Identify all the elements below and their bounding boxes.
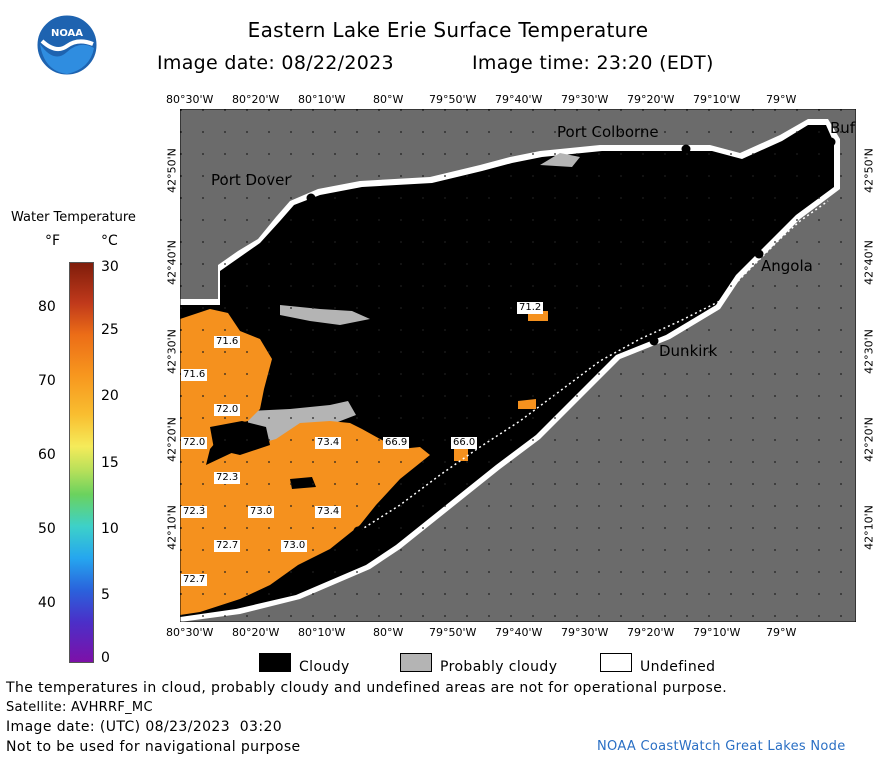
temperature-label: 72.0 — [181, 437, 208, 449]
footer-image-date-utc: Image date: (UTC) 08/23/2023 03:20 — [6, 719, 283, 735]
city-label-buffalo: Buf — [830, 119, 856, 137]
right-tick: 42°10'N — [862, 505, 876, 550]
legend-c-label: 20 — [101, 388, 119, 404]
temperature-label: 73.0 — [248, 506, 275, 518]
legend-f-label: 80 — [38, 299, 56, 315]
legend-f-label: 70 — [38, 373, 56, 389]
top-tick: 79°W — [766, 93, 797, 106]
legend-c-label: 0 — [101, 650, 110, 666]
left-tick: 42°20'N — [165, 417, 179, 462]
footer-note: The temperatures in cloud, probably clou… — [6, 680, 728, 696]
noaa-logo-text: NOAA — [50, 28, 84, 39]
erie-marker — [353, 526, 363, 536]
legend-f-label: 50 — [38, 521, 56, 537]
lake-map — [180, 109, 856, 622]
temperature-label: 72.0 — [214, 404, 241, 416]
temperature-label: 72.7 — [214, 540, 241, 552]
left-tick: 42°40'N — [165, 240, 179, 285]
top-tick: 79°40'W — [495, 93, 543, 106]
temperature-color-scale — [69, 262, 94, 663]
top-tick: 80°W — [373, 93, 404, 106]
right-tick: 42°40'N — [862, 240, 876, 285]
legend-c-label: 15 — [101, 455, 119, 471]
city-label-port-dover: Port Dover — [211, 171, 291, 189]
bottom-tick: 79°30'W — [561, 626, 609, 639]
legend-title: Water Temperature — [11, 210, 136, 225]
top-tick: 80°30'W — [166, 93, 214, 106]
temperature-label: 71.6 — [214, 336, 241, 348]
key-probably-cloudy-label: Probably cloudy — [440, 659, 558, 675]
bottom-tick: 79°10'W — [693, 626, 741, 639]
footer-nav-warning: Not to be used for navigational purpose — [6, 739, 301, 755]
temperature-label: 73.4 — [315, 437, 342, 449]
legend-unit-f: °F — [45, 233, 61, 249]
right-tick: 42°30'N — [862, 329, 876, 374]
port-dover-marker — [306, 193, 316, 203]
bottom-tick: 80°20'W — [232, 626, 280, 639]
top-tick: 80°10'W — [298, 93, 346, 106]
temperature-label: 71.2 — [517, 302, 544, 314]
bottom-tick: 79°50'W — [429, 626, 477, 639]
dunkirk-marker — [649, 336, 659, 346]
bottom-tick: 79°20'W — [627, 626, 675, 639]
footer-satellite: Satellite: AVHRRF_MC — [6, 700, 153, 715]
right-tick: 42°20'N — [862, 417, 876, 462]
legend-f-label: 40 — [38, 595, 56, 611]
page-title: Eastern Lake Erie Surface Temperature — [247, 18, 649, 42]
top-tick: 79°50'W — [429, 93, 477, 106]
key-cloudy-label: Cloudy — [299, 659, 350, 675]
city-label-port-colborne: Port Colborne — [557, 123, 659, 141]
temperature-label: 73.4 — [315, 506, 342, 518]
graticule — [180, 109, 856, 622]
key-undefined-label: Undefined — [640, 659, 716, 675]
image-date: Image date: 08/22/2023 — [157, 52, 394, 74]
left-tick: 42°10'N — [165, 505, 179, 550]
top-tick: 79°30'W — [561, 93, 609, 106]
bottom-tick: 79°40'W — [495, 626, 543, 639]
legend-f-label: 60 — [38, 447, 56, 463]
noaa-logo: NOAA — [36, 14, 98, 76]
key-undefined-swatch — [600, 653, 632, 672]
temperature-label: 72.3 — [181, 506, 208, 518]
right-tick: 42°50'N — [862, 148, 876, 193]
buffalo-marker — [826, 137, 836, 147]
legend-unit-c: °C — [101, 233, 118, 249]
bottom-tick: 80°10'W — [298, 626, 346, 639]
city-label-erie: Erie — [361, 533, 391, 551]
bottom-tick: 80°W — [373, 626, 404, 639]
bottom-tick: 79°W — [766, 626, 797, 639]
port-colborne-marker — [681, 144, 691, 154]
legend-c-label: 25 — [101, 322, 119, 338]
legend-c-label: 10 — [101, 521, 119, 537]
angola-marker — [754, 249, 764, 259]
top-tick: 80°20'W — [232, 93, 280, 106]
legend-c-label: 30 — [101, 259, 119, 275]
city-label-dunkirk: Dunkirk — [659, 342, 718, 360]
legend-c-label: 5 — [101, 587, 110, 603]
key-probably-cloudy-swatch — [400, 653, 432, 672]
top-tick: 79°20'W — [627, 93, 675, 106]
temperature-label: 66.9 — [383, 437, 410, 449]
key-cloudy-swatch — [259, 653, 291, 672]
temperature-label: 72.3 — [214, 472, 241, 484]
footer-credit: NOAA CoastWatch Great Lakes Node — [597, 739, 846, 754]
left-tick: 42°30'N — [165, 329, 179, 374]
left-tick: 42°50'N — [165, 148, 179, 193]
bottom-tick: 80°30'W — [166, 626, 214, 639]
temperature-label: 71.6 — [181, 369, 208, 381]
top-tick: 79°10'W — [693, 93, 741, 106]
temperature-label: 66.0 — [451, 437, 478, 449]
image-time: Image time: 23:20 (EDT) — [472, 52, 714, 74]
temperature-label: 72.7 — [181, 574, 208, 586]
city-label-angola: Angola — [761, 257, 813, 275]
temperature-label: 73.0 — [281, 540, 308, 552]
